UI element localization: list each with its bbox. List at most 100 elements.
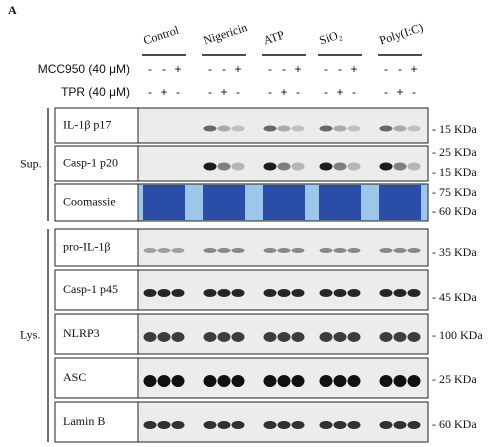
- band: [393, 162, 407, 171]
- panel-label: A: [8, 3, 17, 17]
- band: [263, 248, 277, 253]
- band: [263, 375, 277, 387]
- band: [379, 125, 393, 132]
- band: [171, 289, 185, 297]
- band: [231, 125, 245, 132]
- band: [393, 375, 407, 387]
- coomassie-lanes: [379, 185, 421, 220]
- band: [231, 162, 245, 171]
- band: [217, 332, 231, 342]
- band: [217, 248, 231, 253]
- marker-label: - 60 KDa: [432, 417, 477, 431]
- treatment-sign: -: [324, 62, 328, 76]
- band: [407, 332, 421, 342]
- coomassie-lanes: [203, 185, 245, 220]
- section-label: Lys.: [20, 327, 40, 341]
- treatment-sign: -: [296, 85, 300, 99]
- treatment-label: TPR (40 μM): [61, 85, 130, 99]
- band: [333, 289, 347, 297]
- band: [379, 375, 393, 387]
- band: [407, 248, 421, 253]
- band: [203, 332, 217, 342]
- treatment-sign: +: [294, 62, 301, 76]
- band: [319, 162, 333, 171]
- group-label: Nigericin: [201, 20, 248, 47]
- band: [379, 332, 393, 342]
- blot-image: [137, 107, 429, 144]
- band: [319, 332, 333, 342]
- band: [231, 289, 245, 297]
- band: [319, 421, 333, 429]
- blot-label: Coomassie: [63, 194, 116, 208]
- band: [143, 332, 157, 342]
- band: [171, 421, 185, 429]
- band: [203, 289, 217, 297]
- group-label: Poly(I:C): [377, 20, 424, 47]
- band: [217, 125, 231, 132]
- blot-label: ASC: [63, 370, 86, 384]
- band: [277, 332, 291, 342]
- treatment-sign: +: [410, 62, 417, 76]
- treatment-sign: +: [220, 85, 227, 99]
- band: [217, 162, 231, 171]
- blot-label: IL-1β p17: [63, 117, 111, 131]
- treatment-sign: -: [236, 85, 240, 99]
- band: [347, 289, 361, 297]
- marker-label: - 25 KDa: [432, 145, 477, 159]
- treatment-sign: -: [384, 85, 388, 99]
- treatment-sign: +: [396, 85, 403, 99]
- band: [347, 375, 361, 387]
- marker-label: - 100 KDa: [432, 328, 483, 342]
- band: [379, 421, 393, 429]
- marker-label: - 75 KDa: [432, 185, 477, 199]
- band: [217, 375, 231, 387]
- band: [157, 332, 171, 342]
- marker-label: - 15 KDa: [432, 165, 477, 179]
- treatment-sign: -: [384, 62, 388, 76]
- band: [203, 162, 217, 171]
- band: [277, 421, 291, 429]
- treatment-sign: -: [338, 62, 342, 76]
- band: [291, 375, 305, 387]
- band: [379, 289, 393, 297]
- band: [347, 125, 361, 132]
- treatment-sign: +: [234, 62, 241, 76]
- treatment-sign: -: [162, 62, 166, 76]
- band: [231, 248, 245, 253]
- marker-label: - 25 KDa: [432, 372, 477, 386]
- label-box: [54, 183, 139, 222]
- treatment-sign: +: [280, 85, 287, 99]
- treatment-sign: -: [268, 85, 272, 99]
- band: [393, 289, 407, 297]
- band: [157, 375, 171, 387]
- band: [277, 248, 291, 253]
- blot-label: Casp-1 p45: [63, 282, 118, 296]
- label-box: [54, 313, 139, 355]
- marker-label: - 35 KDa: [432, 245, 477, 259]
- band: [217, 289, 231, 297]
- blot-label: Casp-1 p20: [63, 155, 118, 169]
- blot-label: NLRP3: [63, 326, 100, 340]
- band: [333, 332, 347, 342]
- band: [379, 162, 393, 171]
- label-box: [54, 228, 139, 267]
- band: [291, 289, 305, 297]
- treatment-sign: +: [174, 62, 181, 76]
- label-box: [54, 401, 139, 443]
- band: [203, 248, 217, 253]
- band: [143, 421, 157, 429]
- band: [231, 332, 245, 342]
- treatment-sign: -: [176, 85, 180, 99]
- band: [263, 332, 277, 342]
- blot-label: pro-IL-1β: [63, 239, 110, 253]
- band: [143, 289, 157, 297]
- treatment-sign: -: [324, 85, 328, 99]
- treatment-sign: -: [282, 62, 286, 76]
- group-label: Control: [141, 23, 181, 48]
- band: [393, 248, 407, 253]
- band: [171, 332, 185, 342]
- band: [291, 332, 305, 342]
- band: [333, 125, 347, 132]
- band: [203, 421, 217, 429]
